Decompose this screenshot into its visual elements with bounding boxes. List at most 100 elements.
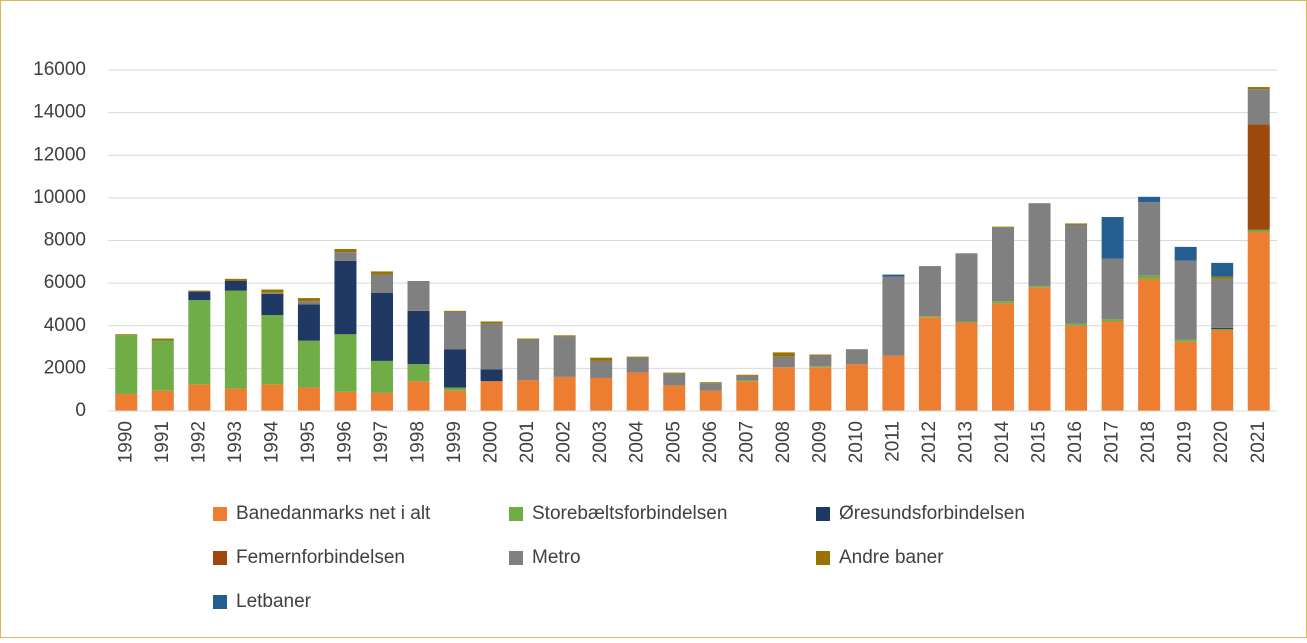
legend-swatch xyxy=(816,507,830,521)
bar-segment xyxy=(955,321,978,323)
bar-segment xyxy=(444,349,467,388)
bar-segment xyxy=(1028,287,1051,411)
bar-segment xyxy=(334,249,357,253)
x-tick-label: 1992 xyxy=(188,421,209,463)
x-tick-label: 1993 xyxy=(225,421,246,463)
bar-segment xyxy=(736,375,759,381)
bar-segment xyxy=(297,340,320,388)
bar-segment xyxy=(918,316,941,318)
bar-segment xyxy=(553,336,576,377)
bar-segment xyxy=(1028,203,1051,287)
bar-segment xyxy=(151,338,174,341)
bar-segment xyxy=(809,366,832,368)
bar-segment xyxy=(297,304,320,341)
bar-segment xyxy=(626,372,649,411)
bar-segment xyxy=(1065,224,1088,324)
x-tick-label: 2015 xyxy=(1029,421,1050,463)
x-tick-label: 2011 xyxy=(882,421,903,462)
bar-segment xyxy=(224,290,247,389)
bar-segment xyxy=(955,322,978,411)
bar-segment xyxy=(699,390,722,411)
bar-segment xyxy=(297,298,320,302)
bar-segment xyxy=(480,323,503,370)
x-tick-label: 2007 xyxy=(736,421,757,463)
bar-segment xyxy=(1174,339,1197,342)
bar-segment xyxy=(1247,124,1270,230)
bar-segment xyxy=(188,300,211,385)
x-tick-label: 1999 xyxy=(444,421,465,463)
legend-label: Banedanmarks net i alt xyxy=(236,503,431,524)
legend-label: Storebæltsforbindelsen xyxy=(532,503,727,524)
bar-segment xyxy=(1101,321,1124,411)
x-tick-label: 2013 xyxy=(956,421,977,463)
x-tick-label: 2004 xyxy=(627,421,648,464)
bar-segment xyxy=(334,260,357,335)
legend-swatch xyxy=(213,595,227,609)
bar-segment xyxy=(297,301,320,305)
x-tick-label: 2021 xyxy=(1248,421,1269,463)
bar-segment xyxy=(1101,319,1124,322)
bar-segment xyxy=(882,355,905,411)
bar-segment xyxy=(1211,278,1234,328)
bar-segment xyxy=(736,380,759,382)
x-tick-label: 2014 xyxy=(992,421,1013,464)
x-tick-label: 2016 xyxy=(1065,421,1086,463)
bar-segment xyxy=(1211,262,1234,277)
bar-segment xyxy=(261,289,284,293)
bar-segment xyxy=(1065,323,1088,326)
bar-segment xyxy=(1174,341,1197,411)
bar-segment xyxy=(407,381,430,411)
bar-segment xyxy=(1174,260,1197,340)
bar-segment xyxy=(444,311,467,350)
bar-segment xyxy=(882,274,905,277)
bar-segment xyxy=(1065,223,1088,225)
bar-segment xyxy=(590,360,613,378)
bar-segment xyxy=(1138,275,1161,279)
x-tick-label: 2009 xyxy=(809,421,830,463)
bar-segment xyxy=(151,390,174,411)
legend-label: Andre baner xyxy=(839,547,944,568)
bar-segment xyxy=(882,276,905,356)
bar-segment xyxy=(553,376,576,411)
bar-segment xyxy=(809,354,832,356)
bar-segment xyxy=(626,357,649,373)
bar-segment xyxy=(517,339,540,381)
bar-segment xyxy=(444,387,467,391)
bar-segment xyxy=(261,292,284,294)
bar-segment xyxy=(115,334,138,336)
x-tick-label: 2020 xyxy=(1211,421,1232,463)
legend-label: Letbaner xyxy=(236,591,312,612)
bar-segment xyxy=(370,392,393,411)
y-tick-label: 16000 xyxy=(33,59,86,80)
bar-segment xyxy=(992,303,1015,411)
x-tick-label: 2006 xyxy=(700,421,721,463)
bar-segment xyxy=(663,373,686,386)
x-tick-label: 2017 xyxy=(1102,421,1123,463)
bar-segment xyxy=(115,393,138,411)
bar-segment xyxy=(1211,327,1234,329)
bar-segment xyxy=(1247,229,1270,232)
bar-segment xyxy=(188,290,211,292)
y-tick-label: 12000 xyxy=(33,144,86,165)
bar-segment xyxy=(845,364,868,411)
x-tick-label: 2019 xyxy=(1175,421,1196,463)
x-tick-label: 2001 xyxy=(517,421,538,463)
bar-segment xyxy=(992,226,1015,228)
y-tick-label: 4000 xyxy=(44,315,86,336)
bar-segment xyxy=(1211,328,1234,331)
x-tick-label: 2002 xyxy=(554,421,575,463)
bar-segment xyxy=(1174,246,1197,261)
x-tick-label: 1991 xyxy=(152,421,173,463)
bar-segment xyxy=(1101,258,1124,320)
y-tick-label: 0 xyxy=(75,400,86,421)
bar-segment xyxy=(370,271,393,275)
x-tick-label: 1998 xyxy=(408,421,429,463)
bar-segment xyxy=(626,356,649,358)
bar-segment xyxy=(261,293,284,316)
bar-segment xyxy=(809,367,832,411)
bar-segment xyxy=(334,252,357,261)
x-tick-label: 2012 xyxy=(919,421,940,463)
bar-segment xyxy=(1065,325,1088,411)
